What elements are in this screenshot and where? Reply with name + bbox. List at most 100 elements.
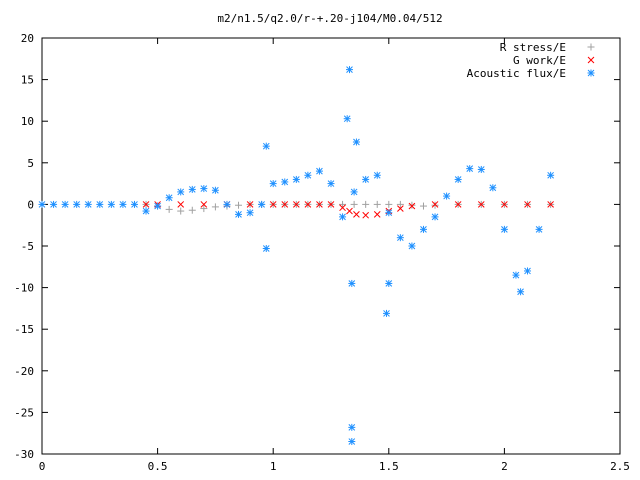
data-point bbox=[211, 186, 219, 194]
data-point bbox=[346, 207, 353, 215]
data-point bbox=[352, 138, 360, 146]
data-point bbox=[339, 213, 347, 221]
data-point bbox=[327, 201, 335, 208]
data-point bbox=[50, 200, 58, 208]
data-point bbox=[382, 309, 390, 317]
data-point bbox=[258, 200, 266, 208]
y-tick-label: 10 bbox=[21, 115, 34, 128]
data-point bbox=[327, 180, 335, 188]
data-point bbox=[362, 211, 370, 219]
x-tick-label: 1 bbox=[270, 460, 277, 473]
data-point bbox=[165, 205, 173, 213]
data-point bbox=[223, 200, 231, 208]
data-point bbox=[142, 207, 150, 215]
data-point bbox=[517, 288, 525, 296]
legend-label: G work/E bbox=[513, 54, 566, 67]
data-point bbox=[84, 200, 92, 208]
y-tick-label: 0 bbox=[27, 198, 34, 211]
data-point bbox=[408, 242, 416, 250]
data-point bbox=[501, 201, 508, 208]
data-point bbox=[177, 201, 185, 208]
y-tick-label: -15 bbox=[14, 323, 34, 336]
data-point bbox=[177, 188, 185, 196]
data-point bbox=[477, 201, 485, 208]
data-point bbox=[419, 225, 427, 233]
y-tick-label: -25 bbox=[14, 406, 34, 419]
data-point bbox=[130, 200, 138, 208]
data-point bbox=[350, 188, 358, 196]
data-point bbox=[443, 192, 451, 200]
data-point bbox=[477, 165, 485, 173]
data-point bbox=[292, 201, 300, 208]
data-point bbox=[315, 167, 323, 175]
data-point bbox=[281, 201, 289, 208]
data-point bbox=[535, 225, 543, 233]
data-point bbox=[304, 171, 312, 179]
data-point bbox=[408, 202, 416, 210]
data-point bbox=[373, 200, 381, 208]
data-point bbox=[304, 201, 312, 208]
data-point bbox=[188, 206, 196, 214]
data-point bbox=[362, 200, 370, 208]
data-point bbox=[547, 201, 554, 208]
data-point bbox=[362, 175, 370, 183]
x-tick-label: 0 bbox=[39, 460, 46, 473]
legend-marker bbox=[587, 56, 595, 64]
data-point bbox=[348, 438, 356, 446]
data-point bbox=[235, 210, 243, 218]
data-point bbox=[119, 200, 127, 208]
data-point bbox=[262, 142, 270, 150]
data-point bbox=[353, 211, 360, 218]
data-point bbox=[348, 279, 356, 287]
data-point bbox=[385, 279, 393, 287]
data-point bbox=[454, 201, 462, 208]
data-point bbox=[500, 225, 508, 233]
data-point bbox=[524, 201, 531, 208]
data-point bbox=[142, 201, 150, 208]
data-point bbox=[350, 200, 358, 208]
legend-marker bbox=[587, 69, 595, 77]
data-point bbox=[262, 244, 270, 252]
data-point bbox=[489, 184, 497, 192]
y-tick-label: 20 bbox=[21, 32, 34, 45]
data-point bbox=[431, 201, 439, 209]
y-tick-label: 5 bbox=[27, 157, 34, 170]
x-tick-label: 0.5 bbox=[148, 460, 168, 473]
data-point bbox=[200, 185, 208, 193]
y-tick-label: 15 bbox=[21, 74, 34, 87]
data-point bbox=[431, 201, 439, 208]
axis-ticks: 0 0.5 1 1.5 2 2.5 20 15 10 5 0 -5 -10 -15 -20 -25 -30 bbox=[14, 32, 630, 473]
data-point bbox=[281, 178, 289, 186]
data-point bbox=[348, 423, 356, 431]
data-point bbox=[396, 234, 404, 242]
legend-label: R stress/E bbox=[500, 41, 566, 54]
y-tick-label: -10 bbox=[14, 282, 34, 295]
data-point bbox=[292, 175, 300, 183]
x-tick-label: 2 bbox=[501, 460, 508, 473]
data-point bbox=[339, 200, 347, 208]
data-point bbox=[385, 209, 393, 217]
data-point bbox=[396, 200, 404, 208]
data-point bbox=[177, 207, 185, 215]
chart-title: m2/n1.5/q2.0/r-+.20-j104/M0.04/512 bbox=[217, 12, 442, 25]
data-point bbox=[385, 200, 393, 208]
data-point bbox=[96, 200, 104, 208]
data-point bbox=[339, 204, 346, 212]
data-point bbox=[466, 165, 474, 173]
y-tick-label: -5 bbox=[21, 240, 34, 253]
x-tick-label: 1.5 bbox=[379, 460, 399, 473]
y-tick-label: -30 bbox=[14, 448, 34, 461]
data-point bbox=[512, 271, 520, 279]
y-tick-label: -20 bbox=[14, 365, 34, 378]
x-tick-label: 2.5 bbox=[610, 460, 630, 473]
data-point bbox=[38, 200, 46, 208]
data-point bbox=[524, 267, 532, 275]
data-point bbox=[211, 203, 219, 211]
data-point bbox=[373, 211, 381, 218]
data-point bbox=[408, 201, 416, 209]
data-point bbox=[397, 205, 404, 212]
data-point bbox=[107, 200, 115, 208]
series-layer bbox=[38, 66, 555, 446]
